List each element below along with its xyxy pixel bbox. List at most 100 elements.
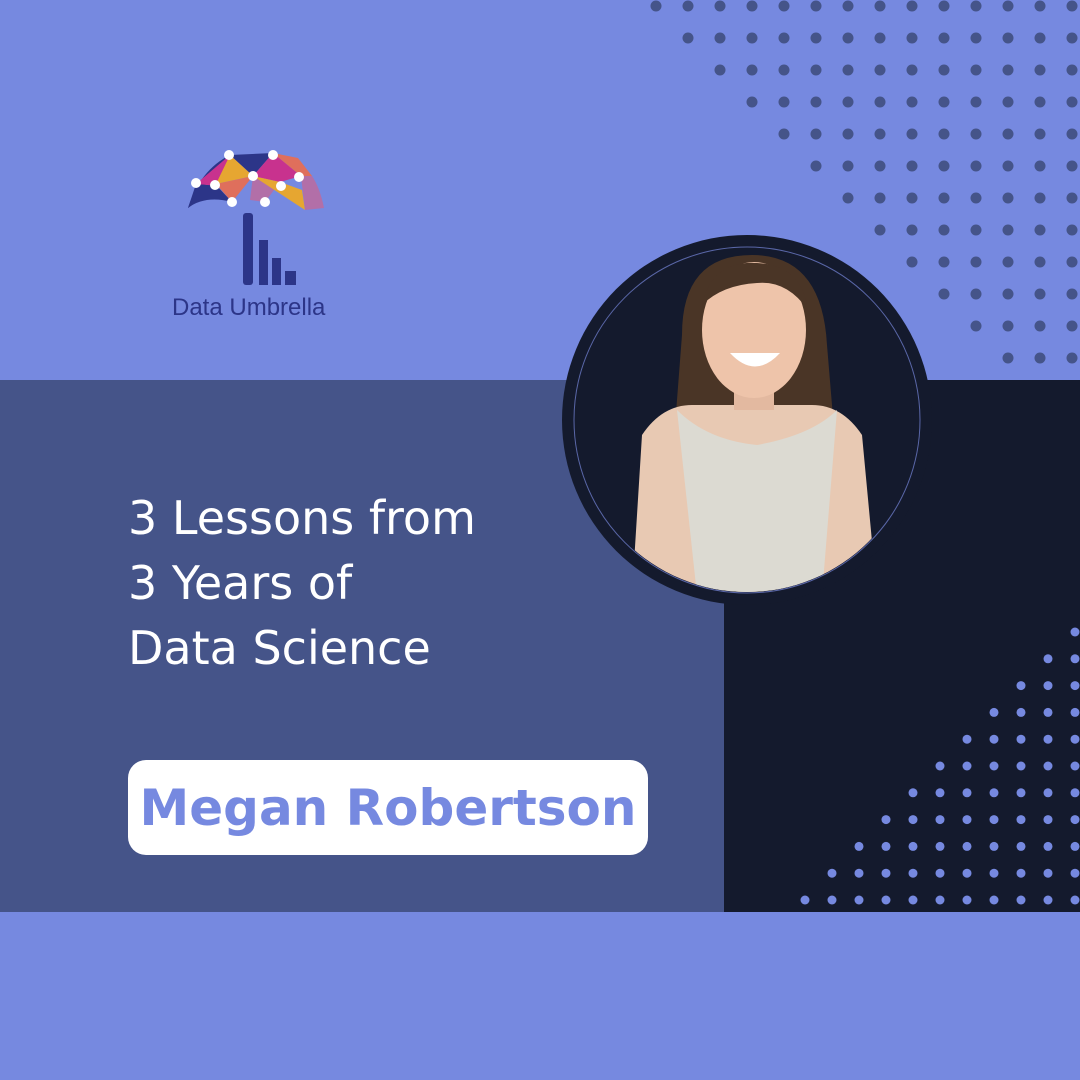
decor-dot [962,895,972,905]
decor-dot [778,96,790,108]
decor-dot [874,128,886,140]
decor-dot [810,96,822,108]
decor-dot [1016,788,1026,798]
decor-dot [962,815,972,825]
decor-dot [938,224,950,236]
decor-dot [1070,707,1080,717]
decor-dot [962,761,972,771]
decor-dot [1070,868,1080,878]
decor-dot [989,868,999,878]
speaker-name-badge: Megan Robertson [128,760,648,855]
decor-dot [842,64,854,76]
decor-dot [854,868,864,878]
decor-dot [935,788,945,798]
decor-dot [714,32,726,44]
decor-dot [908,895,918,905]
decor-dot [938,256,950,268]
decor-dot [1043,841,1053,851]
bottom-strip [0,912,1080,1080]
decor-dot [1043,868,1053,878]
decor-dot [1016,895,1026,905]
decor-dot [1070,841,1080,851]
decor-dot [1066,224,1078,236]
decor-dot [746,32,758,44]
decor-dot [989,895,999,905]
decor-dot [1066,0,1078,12]
decor-dot [1066,320,1078,332]
decor-dot [970,128,982,140]
decor-dot [827,895,837,905]
decor-dot [842,160,854,172]
title-line-3: Data Science [128,621,431,675]
decor-dot [938,96,950,108]
decor-dot [650,0,662,12]
decor-dot [906,256,918,268]
decor-dot [1016,734,1026,744]
decor-dot [881,895,891,905]
decor-dot [874,96,886,108]
decor-dot [906,192,918,204]
decor-dot [938,32,950,44]
decor-dot [1066,256,1078,268]
decor-dot [714,64,726,76]
decor-dot [1034,192,1046,204]
decor-dot [1002,32,1014,44]
decor-dot [1034,64,1046,76]
decor-dot [1043,681,1053,691]
event-title: 3 Lessons from 3 Years of Data Science [128,486,476,681]
decor-dot [1066,32,1078,44]
decor-dot [1043,815,1053,825]
decor-dot [1016,815,1026,825]
decor-dot [938,288,950,300]
decor-dot [1002,0,1014,12]
decor-dot [810,32,822,44]
decor-dot [989,734,999,744]
decor-dot [1002,128,1014,140]
decor-dot [1016,681,1026,691]
umbrella-logo-icon [188,150,324,285]
decor-dot [1043,895,1053,905]
decor-dot [874,64,886,76]
decor-dot [989,841,999,851]
decor-dot [989,788,999,798]
decor-dot [1016,841,1026,851]
decor-dot [746,64,758,76]
decor-dot [810,128,822,140]
decor-dot [1043,707,1053,717]
decor-dot [1002,352,1014,364]
decor-dot [842,32,854,44]
decor-dot [1002,224,1014,236]
decor-dot [1002,64,1014,76]
decor-dot [970,320,982,332]
decor-dot [935,841,945,851]
decor-dot [1034,224,1046,236]
decor-dot [989,707,999,717]
decor-dot [1043,654,1053,664]
decor-dot [935,761,945,771]
decor-dot [1043,734,1053,744]
decor-dot [1070,788,1080,798]
decor-dot [1070,734,1080,744]
decor-dot [1002,160,1014,172]
decor-dot [1043,788,1053,798]
decor-dot [938,128,950,140]
decor-dot [1002,96,1014,108]
decor-dot [746,96,758,108]
decor-dot [1034,0,1046,12]
decor-dot [1070,815,1080,825]
brand-name: Data Umbrella [172,294,326,321]
decor-dot [906,0,918,12]
decor-dot [746,0,758,12]
decor-dot [842,0,854,12]
decor-dot [935,815,945,825]
decor-dot [1034,288,1046,300]
decor-dot [908,788,918,798]
decor-dot [1016,868,1026,878]
decor-dot [874,192,886,204]
decor-dot [989,761,999,771]
decor-dot [938,160,950,172]
decor-dot [1034,160,1046,172]
decor-dot [906,64,918,76]
decor-dot [854,895,864,905]
decor-dot [682,32,694,44]
